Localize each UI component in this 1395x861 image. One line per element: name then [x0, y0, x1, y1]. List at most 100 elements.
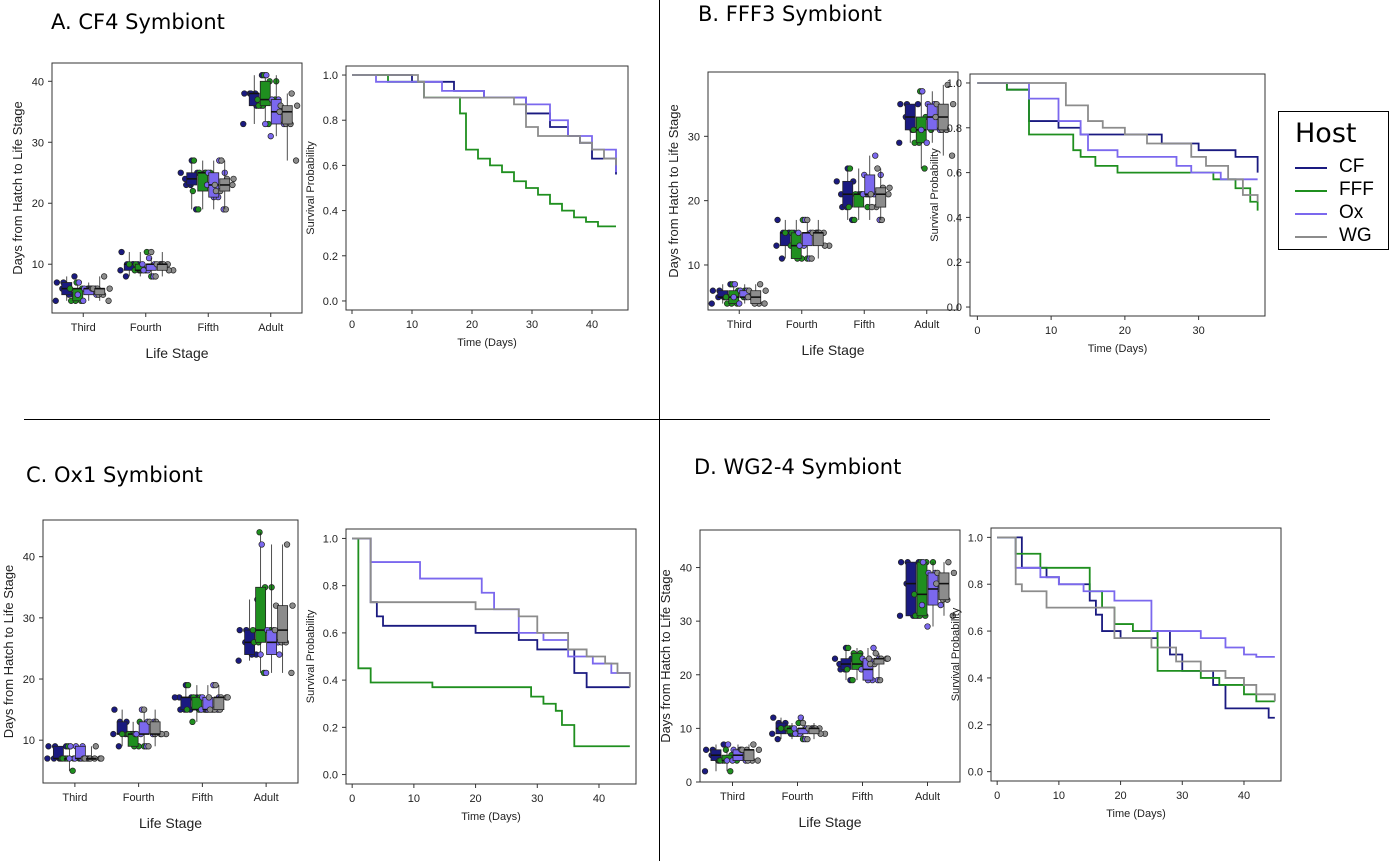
data-point-fff: [911, 591, 918, 598]
data-point-fff: [254, 96, 261, 103]
box-wg-fifth: [213, 696, 225, 711]
data-point-cf: [708, 300, 715, 307]
y-axis-label: Days from Hatch to Life Stage: [1, 565, 16, 738]
y-tick-label: 20: [32, 198, 44, 210]
data-point-cf: [831, 655, 839, 662]
y-tick-label: 40: [680, 563, 692, 575]
y-tick-label: 1.0: [323, 533, 338, 545]
plot-frame: [990, 527, 1282, 782]
data-point-cf: [896, 139, 903, 146]
data-point-wg: [867, 660, 874, 668]
data-point-ox: [723, 757, 731, 764]
x-tick-label: 30: [1193, 325, 1205, 337]
data-point-ox: [918, 601, 926, 609]
data-point-ox: [791, 725, 798, 732]
y-tick-label: 1.0: [968, 532, 983, 544]
data-point-cf: [53, 279, 60, 286]
data-point-ox: [140, 267, 147, 274]
survival-line-wg: [977, 82, 1259, 202]
y-tick-label: 30: [680, 616, 692, 628]
x-tick-label: 0: [349, 319, 355, 331]
data-point-fff: [849, 676, 856, 684]
x-tick-label: Fifth: [198, 322, 219, 334]
data-point-wg: [224, 694, 231, 701]
data-point-wg: [230, 175, 237, 183]
data-point-wg: [885, 191, 892, 198]
data-point-ox: [937, 601, 944, 609]
data-point-cf: [774, 216, 781, 224]
panel-title-d: D. WG2-4 Symbiont: [694, 455, 902, 479]
data-point-cf: [117, 267, 124, 274]
box-fff-fifth: [197, 172, 209, 192]
y-tick-label: 0.0: [968, 767, 983, 779]
data-point-fff: [851, 216, 858, 224]
x-tick-label: 20: [466, 319, 478, 331]
data-point-ox: [924, 623, 931, 630]
data-point-fff: [921, 165, 928, 172]
survival-line-wg: [352, 74, 617, 166]
box-cf-adult: [905, 561, 917, 617]
data-point-cf: [71, 273, 78, 280]
data-point-wg: [933, 580, 940, 587]
legend-swatch-wg: [1295, 236, 1327, 238]
data-point-cf: [896, 612, 904, 619]
data-point-ox: [262, 120, 269, 128]
data-point-fff: [845, 644, 852, 652]
y-tick-label: 1.0: [947, 78, 962, 90]
y-tick-label: 0.2: [323, 251, 338, 263]
data-point-ox: [80, 297, 87, 304]
survival-line-wg: [352, 537, 631, 688]
data-point-fff: [722, 293, 730, 301]
data-point-cf: [897, 559, 905, 566]
data-point-wg: [948, 152, 956, 159]
panel-title-a: A. CF4 Symbiont: [51, 10, 225, 34]
legend-item-wg: WG: [1295, 225, 1387, 249]
x-axis-label: Life Stage: [139, 815, 202, 831]
data-point-fff: [195, 206, 202, 213]
data-point-wg: [944, 81, 951, 89]
data-point-ox: [258, 541, 265, 548]
chart-b-survival: 0.0 0.2 0.4 0.6 0.8 1.0 0 10 20 30 Time (Days) Surv…: [929, 73, 1266, 355]
y-tick-label: 20: [680, 670, 692, 682]
box-wg-fifth: [873, 658, 885, 665]
data-point-ox: [262, 669, 270, 677]
data-point-ox: [918, 126, 925, 134]
survival-line-ox: [352, 537, 630, 674]
box-wg-fourth: [149, 721, 161, 735]
x-tick-label: 0: [349, 793, 355, 805]
data-point-ox: [257, 651, 264, 658]
chart-d-lifestage-box: 0 10 20 30 40 Third Fourth Fifth Adult Life Stage…: [658, 529, 961, 830]
data-point-wg: [945, 559, 952, 566]
host-legend: Host CF FFF Ox WG: [1278, 111, 1389, 250]
data-point-fff: [190, 157, 198, 164]
x-tick-label: Fourth: [786, 319, 818, 331]
data-point-ox: [74, 291, 81, 298]
box-fff-adult: [259, 80, 271, 107]
data-point-wg: [211, 181, 219, 189]
chart-c-lifestage-box: 10 20 30 40 Third Fourth Fifth Adult Life Stage D…: [1, 519, 299, 831]
x-tick-label: 30: [531, 793, 543, 805]
y-tick-label: 0.4: [968, 673, 983, 685]
data-point-cf: [833, 178, 840, 185]
y-tick-label: 0.6: [323, 160, 338, 172]
data-point-ox: [736, 300, 743, 307]
chart-d-survival: 0.0 0.2 0.4 0.6 0.8 1.0 0 10 20 30 40 Time (Days) Su…: [950, 527, 1282, 820]
data-point-wg: [750, 741, 757, 748]
legend-label-wg: WG: [1339, 225, 1372, 246]
x-tick-label: Adult: [914, 319, 939, 331]
data-point-ox: [731, 281, 738, 288]
data-point-wg: [868, 203, 876, 211]
box-wg-third: [743, 749, 755, 761]
chart-b-lifestage-box: 10 20 30 Third Fourth Fifth Adult Life Stage Day…: [666, 71, 959, 358]
data-point-wg: [222, 206, 230, 213]
x-axis-label: Time (Days): [461, 811, 520, 823]
data-point-fff: [69, 767, 76, 774]
y-tick-label: 0.6: [323, 628, 338, 640]
x-tick-label: 40: [1238, 790, 1250, 802]
y-tick-label: 0.8: [323, 581, 338, 593]
x-tick-label: Third: [62, 792, 87, 804]
data-point-ox: [923, 139, 930, 146]
y-tick-label: 0: [686, 777, 692, 789]
data-point-wg: [804, 735, 811, 743]
y-tick-label: 0.0: [323, 770, 338, 782]
